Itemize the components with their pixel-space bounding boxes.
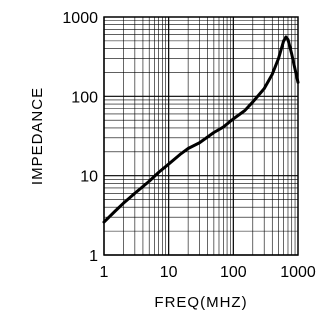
y-tick-label: 10 xyxy=(80,169,98,186)
impedance-curve xyxy=(102,35,300,224)
x-tick-label: 100 xyxy=(220,264,247,281)
minor-gridlines xyxy=(104,17,298,255)
series-layer xyxy=(102,35,300,224)
x-tick-label: 1000 xyxy=(280,264,316,281)
y-tick-label: 1 xyxy=(89,248,98,265)
y-tick-labels: 1 10 100 1000 xyxy=(62,10,98,265)
x-axis-title: FREQ(MHZ) xyxy=(154,294,247,311)
y-tick-label: 100 xyxy=(71,89,98,106)
y-tick-label: 1000 xyxy=(62,10,98,27)
x-tick-labels: 1 10 100 1000 xyxy=(100,264,316,281)
plot-frame xyxy=(103,16,299,256)
x-tick-label: 1 xyxy=(100,264,109,281)
major-gridlines xyxy=(103,17,298,256)
y-axis-title: IMPEDANCE xyxy=(29,87,46,185)
x-tick-label: 10 xyxy=(160,264,178,281)
